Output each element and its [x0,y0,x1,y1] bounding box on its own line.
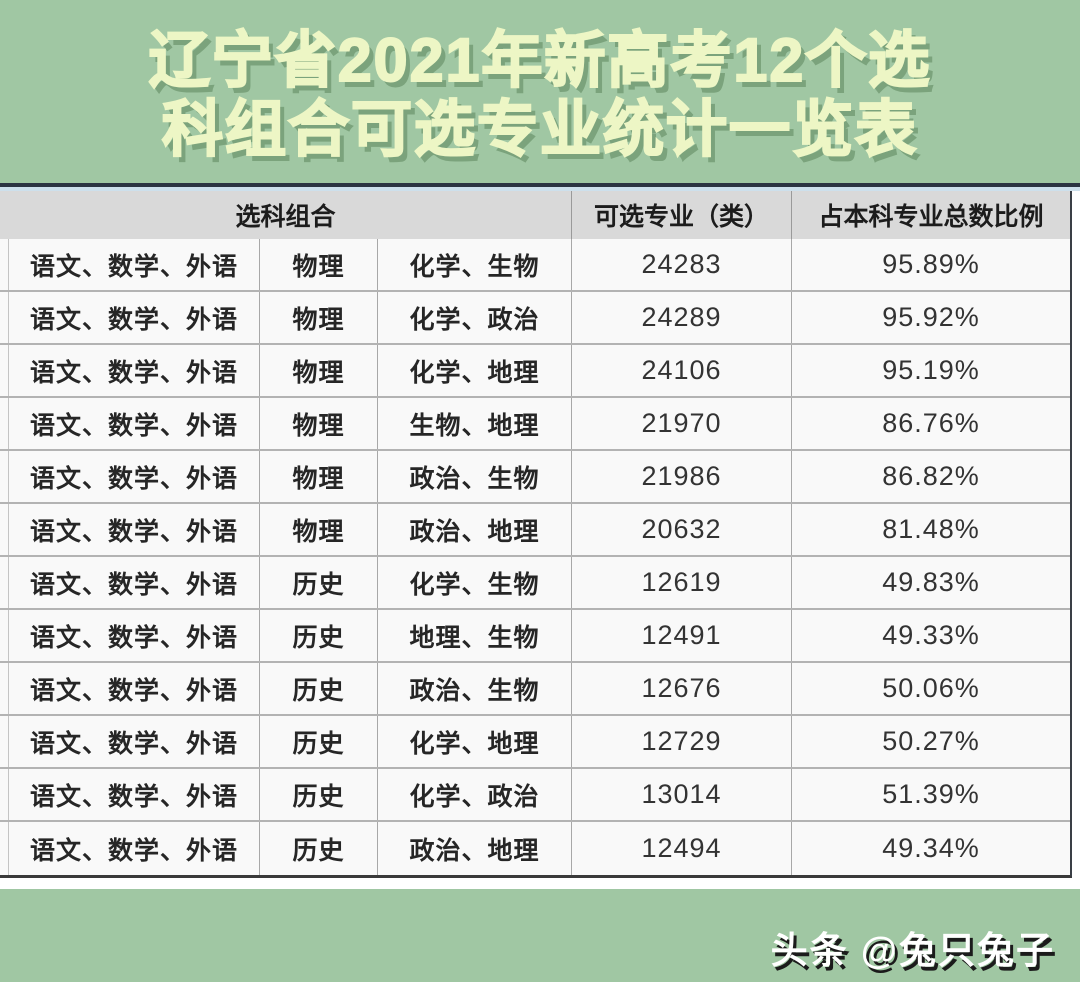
title-line-2: 科组合可选专业统计一览表 [161,94,918,164]
table-row: 语文、数学、外语 历史 化学、政治 13014 51.39% [0,769,1070,822]
cell-ratio: 49.83% [882,567,980,597]
cell-primary-subject: 历史 [260,822,378,875]
table-row: 语文、数学、外语 物理 化学、政治 24289 95.92% [0,292,1070,345]
cell-base-subjects: 语文、数学、外语 [8,663,260,714]
stats-table: 选科组合 可选专业（类） 占本科专业总数比例 语文、数学、外语 物理 化学、生物 24… [0,183,1080,889]
watermark: 头条 @兔只兔子 [770,930,1055,971]
table-row: 语文、数学、外语 物理 生物、地理 21970 86.76% [0,398,1070,451]
cell-secondary-subjects: 化学、政治 [378,769,572,820]
cell-ratio: 95.92% [882,302,980,332]
table-row: 语文、数学、外语 物理 政治、生物 21986 86.82% [0,451,1070,504]
cell-major-count: 12491 [572,610,792,661]
cell-primary-subject: 物理 [260,504,378,555]
cell-major-count: 13014 [572,769,792,820]
cell-ratio: 86.82% [882,461,980,491]
table-row: 语文、数学、外语 历史 政治、生物 12676 50.06% [0,663,1070,716]
page-title: 辽宁省2021年新高考12个选 科组合可选专业统计一览表 [0,25,1080,164]
cell-primary-subject: 物理 [260,292,378,343]
cell-base-subjects: 语文、数学、外语 [8,504,260,555]
header-ratio: 占本科专业总数比例 [818,203,1044,231]
cell-secondary-subjects: 化学、政治 [378,292,572,343]
table-top-accent-strip [0,187,1080,191]
cell-base-subjects: 语文、数学、外语 [8,557,260,608]
cell-major-count: 21970 [572,398,792,449]
cell-base-subjects: 语文、数学、外语 [8,398,260,449]
cell-secondary-subjects: 地理、生物 [378,610,572,661]
cell-primary-subject: 物理 [260,345,378,396]
cell-base-subjects: 语文、数学、外语 [8,292,260,343]
cell-major-count: 12494 [572,822,792,875]
cell-major-count: 21986 [572,451,792,502]
table-row: 语文、数学、外语 历史 政治、地理 12494 49.34% [0,822,1070,875]
cell-secondary-subjects: 政治、地理 [378,504,572,555]
cell-ratio: 86.76% [882,408,980,438]
cell-base-subjects: 语文、数学、外语 [8,345,260,396]
table-body: 语文、数学、外语 物理 化学、生物 24283 95.89% 语文、数学、外语 物理 化学、政… [0,239,1070,875]
table-row: 语文、数学、外语 历史 化学、地理 12729 50.27% [0,716,1070,769]
cell-secondary-subjects: 生物、地理 [378,398,572,449]
cell-major-count: 20632 [572,504,792,555]
table-core: 选科组合 可选专业（类） 占本科专业总数比例 语文、数学、外语 物理 化学、生物 24… [0,191,1072,878]
cell-secondary-subjects: 政治、生物 [378,451,572,502]
cell-primary-subject: 物理 [260,451,378,502]
cell-primary-subject: 历史 [260,769,378,820]
cell-base-subjects: 语文、数学、外语 [8,239,260,290]
cell-ratio: 50.06% [882,673,980,703]
cell-primary-subject: 历史 [260,610,378,661]
table-row: 语文、数学、外语 物理 化学、地理 24106 95.19% [0,345,1070,398]
cell-secondary-subjects: 政治、生物 [378,663,572,714]
cell-secondary-subjects: 化学、生物 [378,557,572,608]
table-row: 语文、数学、外语 物理 化学、生物 24283 95.89% [0,239,1070,292]
cell-base-subjects: 语文、数学、外语 [8,610,260,661]
cell-primary-subject: 历史 [260,663,378,714]
cell-major-count: 12729 [572,716,792,767]
header-major-count: 可选专业（类） [572,191,792,239]
cell-base-subjects: 语文、数学、外语 [8,716,260,767]
cell-primary-subject: 物理 [260,239,378,290]
cell-primary-subject: 物理 [260,398,378,449]
cell-base-subjects: 语文、数学、外语 [8,769,260,820]
cell-secondary-subjects: 化学、地理 [378,716,572,767]
cell-major-count: 12619 [572,557,792,608]
cell-ratio: 81.48% [882,514,980,544]
cell-major-count: 12676 [572,663,792,714]
cell-ratio: 49.34% [882,833,980,863]
cell-ratio: 95.19% [882,355,980,385]
cell-major-count: 24283 [572,239,792,290]
cell-secondary-subjects: 化学、生物 [378,239,572,290]
cell-ratio: 49.33% [882,620,980,650]
cell-secondary-subjects: 化学、地理 [378,345,572,396]
cell-ratio: 51.39% [882,779,980,809]
cell-major-count: 24106 [572,345,792,396]
title-line-1: 辽宁省2021年新高考12个选 [148,25,932,95]
cell-ratio: 50.27% [882,726,980,756]
table-row: 语文、数学、外语 物理 政治、地理 20632 81.48% [0,504,1070,557]
cell-ratio: 95.89% [882,249,980,279]
cell-secondary-subjects: 政治、地理 [378,822,572,875]
cell-base-subjects: 语文、数学、外语 [8,822,260,875]
table-header-row: 选科组合 可选专业（类） 占本科专业总数比例 [0,191,1070,239]
table-row: 语文、数学、外语 历史 化学、生物 12619 49.83% [0,557,1070,610]
table-row: 语文、数学、外语 历史 地理、生物 12491 49.33% [0,610,1070,663]
cell-primary-subject: 历史 [260,557,378,608]
cell-base-subjects: 语文、数学、外语 [8,451,260,502]
cell-primary-subject: 历史 [260,716,378,767]
header-combo: 选科组合 [0,191,572,239]
cell-major-count: 24289 [572,292,792,343]
